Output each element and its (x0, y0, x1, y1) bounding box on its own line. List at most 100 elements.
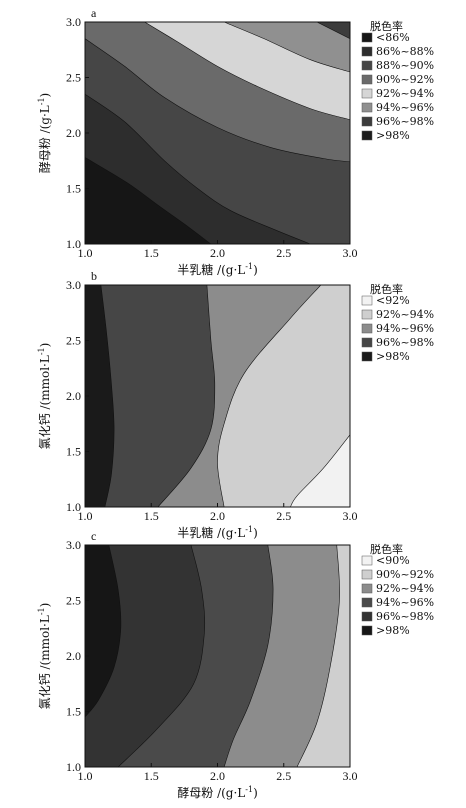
legend-swatch (361, 32, 373, 43)
y-tick-label: 2.5 (66, 334, 81, 348)
contour-region-3 (223, 545, 350, 767)
contour-region-6 (85, 22, 350, 39)
legend-label: 88%~90% (376, 59, 434, 72)
x-tick-label: 1.5 (144, 246, 159, 260)
y-tick-label: 1.0 (66, 237, 81, 251)
y-axis-label-sup: -1 (37, 607, 46, 615)
x-tick-label: 2.5 (276, 509, 291, 523)
legend-swatch (361, 323, 373, 334)
x-axis-label-sup: -1 (245, 785, 253, 794)
x-axis-label-end: ) (253, 526, 258, 540)
x-tick-label: 2.5 (276, 769, 291, 783)
x-tick-label: 1.0 (78, 509, 93, 523)
legend-swatch (361, 60, 373, 71)
x-axis-label-main: 酵母粉 /(g·L (177, 786, 245, 800)
x-axis-label-end: ) (253, 263, 258, 277)
panel-letter: b (91, 269, 97, 283)
x-axis-label-main: 半乳糖 /(g·L (177, 525, 245, 540)
legend-label: 86%~88% (376, 45, 434, 58)
legend-label: 94%~96% (376, 596, 434, 609)
legend-label: 90%~92% (376, 73, 434, 86)
legend-label: >98% (376, 624, 410, 637)
legend-title: 脱色率 (370, 282, 403, 296)
x-axis-label-sup: -1 (245, 262, 253, 271)
legend-swatch (361, 569, 373, 580)
y-axis-label-main: 酵母粉 /(g·L (38, 105, 52, 173)
y-tick-label: 2.5 (66, 71, 81, 85)
panel-a: a 1.0 1.5 2.0 2.5 3.0 1.0 1.5 2.0 2.5 3.0 半乳糖 /(g·L… (37, 6, 434, 277)
legend-swatch (361, 102, 373, 113)
legend-swatch (361, 611, 373, 622)
x-axis-label: 半乳糖 /(g·L-1) (177, 525, 258, 540)
contour-region-4 (296, 545, 350, 767)
panel-letter: a (91, 6, 97, 20)
y-axis-label-end: ) (38, 603, 52, 608)
legend-label: <86% (376, 31, 410, 44)
x-tick-label: 2.5 (276, 246, 291, 260)
legend-label: 92%~94% (376, 308, 434, 321)
legend-label: <92% (376, 294, 410, 307)
legend-label: >98% (376, 129, 410, 142)
x-tick-label: 1.5 (144, 769, 159, 783)
legend-swatch (361, 88, 373, 99)
legend-label: 96%~98% (376, 336, 434, 349)
y-tick-label: 2.5 (66, 594, 81, 608)
y-axis-label-sup: -1 (37, 97, 46, 105)
legend-swatch (361, 74, 373, 85)
contour-region-5 (85, 22, 350, 73)
legend-swatch (361, 337, 373, 348)
contour-regions (85, 22, 350, 244)
x-axis-label: 酵母粉 /(g·L-1) (177, 785, 258, 800)
y-axis-label-main: 氯化钙 /(mmol·L (38, 615, 52, 709)
x-tick-label: 1.0 (78, 246, 93, 260)
y-axis-label-sup: -1 (37, 347, 46, 355)
y-tick-label: 2.0 (66, 126, 81, 140)
x-tick-label: 1.0 (78, 769, 93, 783)
y-tick-label: 2.0 (66, 389, 81, 403)
x-tick-label: 2.0 (210, 246, 225, 260)
legend-title: 脱色率 (370, 542, 403, 556)
y-tick-label: 1.0 (66, 760, 81, 774)
y-tick-label: 1.0 (66, 500, 81, 514)
y-tick-label: 1.5 (66, 182, 81, 196)
y-tick-label: 1.5 (66, 705, 81, 719)
y-tick-label: 3.0 (66, 538, 81, 552)
x-axis-label-sup: -1 (245, 525, 253, 534)
y-tick-label: 1.5 (66, 445, 81, 459)
x-tick-label: 1.5 (144, 509, 159, 523)
legend-label: 90%~92% (376, 568, 434, 581)
y-tick-label: 2.0 (66, 649, 81, 663)
legend-label: 96%~98% (376, 610, 434, 623)
x-tick-label: 3.0 (343, 769, 358, 783)
legend-swatch (361, 625, 373, 636)
x-tick-label: 3.0 (343, 246, 358, 260)
legend-title: 脱色率 (370, 19, 403, 33)
legend-swatch (361, 295, 373, 306)
contour-region-4 (290, 434, 350, 507)
panel-c: c 1.0 1.5 2.0 2.5 3.0 1.0 1.5 2.0 2.5 3.0 酵母粉 /(g·L… (37, 529, 434, 800)
legend-label: 96%~98% (376, 115, 434, 128)
legend-swatch (361, 351, 373, 362)
x-axis-label-end: ) (253, 786, 258, 800)
contour-regions (100, 285, 350, 507)
legend-swatch (361, 309, 373, 320)
y-axis-label-end: ) (38, 343, 52, 348)
legend-swatch (361, 555, 373, 566)
legend-swatch (361, 583, 373, 594)
legend-label: 94%~96% (376, 322, 434, 335)
legend-swatch (361, 130, 373, 141)
legend-label: 92%~94% (376, 582, 434, 595)
legend-label: 94%~96% (376, 101, 434, 114)
y-axis-label-main: 氯化钙 /(mmol·L (38, 355, 52, 449)
panel-letter: c (91, 529, 96, 543)
legend-swatch (361, 597, 373, 608)
contour-regions (85, 545, 350, 767)
y-tick-label: 3.0 (66, 15, 81, 29)
x-axis-label: 半乳糖 /(g·L-1) (177, 262, 258, 277)
legend-label: >98% (376, 350, 410, 363)
x-tick-label: 2.0 (210, 509, 225, 523)
legend-swatch (361, 116, 373, 127)
x-tick-label: 2.0 (210, 769, 225, 783)
y-axis-label: 酵母粉 /(g·L-1) (37, 93, 52, 174)
